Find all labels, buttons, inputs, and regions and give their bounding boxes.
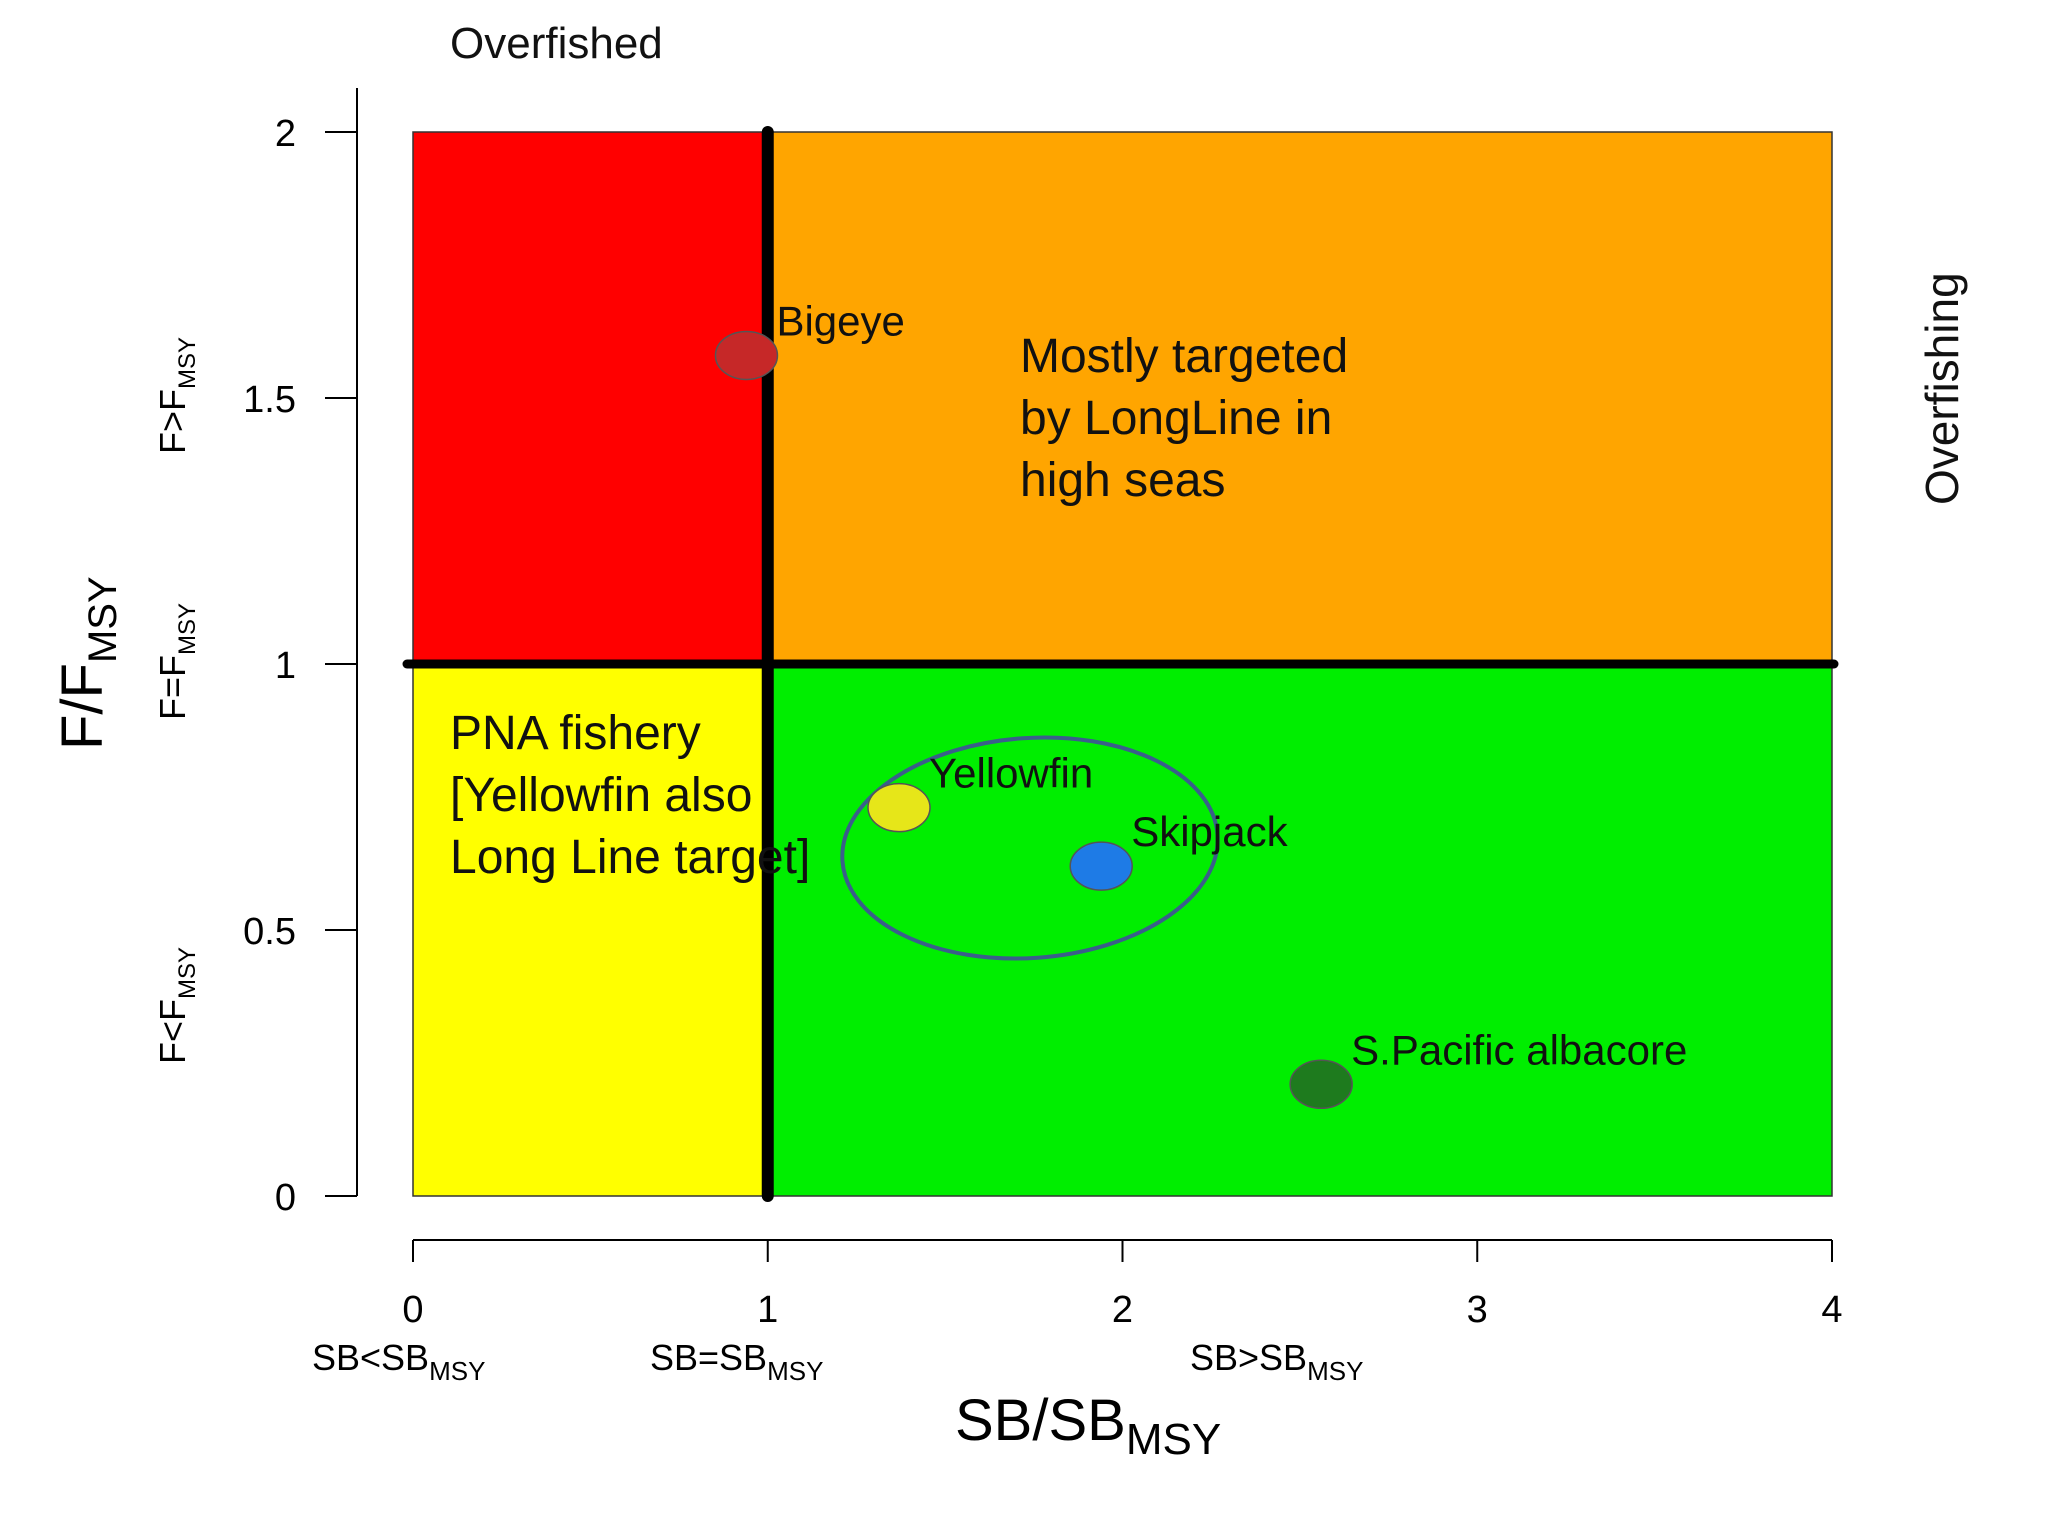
y-side-label-mid: F=FMSY	[152, 603, 201, 720]
longline-annotation-line: Mostly targeted	[1020, 330, 1348, 383]
stock-point	[1069, 841, 1133, 891]
stock-point-label: S.Pacific albacore	[1351, 1026, 1687, 1073]
y-axis-title: F/FMSY	[50, 576, 125, 750]
quadrant-healthy	[767, 664, 1832, 1196]
x-axis-title: SB/SBMSY	[955, 1388, 1221, 1464]
y-side-label-mid-main: F=F	[152, 655, 193, 720]
pna-annotation-line: Long Line target]	[450, 831, 810, 884]
y-side-label-low-main: F<F	[152, 999, 193, 1064]
longline-annotation-line: by LongLine in	[1020, 392, 1332, 445]
pna-annotation-line: PNA fishery	[450, 707, 701, 760]
y-side-label-low: F<FMSY	[152, 947, 201, 1064]
x-side-label-mid-sub: MSY	[767, 1356, 823, 1386]
x-side-label-low-main: SB<SB	[312, 1337, 429, 1378]
stock-point	[867, 782, 931, 833]
x-side-label-low-sub: MSY	[429, 1356, 485, 1386]
x-axis-title-main: SB/SB	[955, 1388, 1126, 1453]
x-tick-label: 3	[1467, 1289, 1488, 1331]
x-axis-title-sub: MSY	[1126, 1415, 1221, 1464]
y-side-label-high: F>FMSY	[152, 337, 201, 454]
x-tick-label: 0	[402, 1289, 423, 1331]
pna-annotation: PNA fishery [Yellowfin also Long Line ta…	[450, 707, 810, 884]
quadrant-overfished	[413, 664, 768, 1196]
stock-point	[714, 330, 779, 381]
longline-annotation: Mostly targeted by LongLine in high seas	[1020, 330, 1348, 507]
y-tick-label: 0	[275, 1177, 296, 1219]
quadrant-overfished-overfishing	[413, 132, 768, 664]
y-side-label-low-sub: MSY	[174, 947, 201, 999]
x-side-label-high: SB>SBMSY	[1190, 1337, 1363, 1386]
y-side-label-mid-sub: MSY	[174, 603, 201, 655]
stock-point-label: Bigeye	[776, 297, 904, 344]
y-side-label-high-sub: MSY	[174, 337, 201, 389]
x-tick-label: 1	[757, 1289, 778, 1331]
x-side-label-mid-main: SB=SB	[650, 1337, 767, 1378]
x-axis-ticks: 0 1 2 3 4	[402, 1240, 1843, 1331]
overfishing-label: Overfishing	[1916, 272, 1968, 505]
y-tick-label: 1.5	[243, 379, 296, 421]
x-side-label-high-sub: MSY	[1307, 1356, 1363, 1386]
stock-points: Bigeye Yellowfin Skipjack S.Pacific albacor…	[714, 297, 1687, 1110]
x-side-label-mid: SB=SBMSY	[650, 1337, 823, 1386]
x-tick-label: 4	[1821, 1289, 1842, 1331]
pna-annotation-line: [Yellowfin also	[450, 769, 752, 822]
y-tick-label: 1	[275, 645, 296, 687]
x-side-label-low: SB<SBMSY	[312, 1337, 485, 1386]
y-axis-title-sub: MSY	[81, 576, 125, 663]
overfished-label: Overfished	[450, 19, 663, 68]
longline-annotation-line: high seas	[1020, 454, 1225, 507]
x-tick-label: 2	[1112, 1289, 1133, 1331]
quadrant-overfishing	[767, 132, 1832, 664]
y-tick-label: 2	[275, 113, 296, 155]
y-axis-title-main: F/F	[50, 663, 115, 750]
stock-point-label: Yellowfin	[929, 750, 1093, 797]
pna-stocks-ellipse	[840, 735, 1220, 961]
y-axis-ticks: 0 0.5 1 1.5 2	[243, 113, 357, 1219]
y-side-label-high-main: F>F	[152, 389, 193, 454]
y-tick-label: 0.5	[243, 911, 296, 953]
stock-point-label: Skipjack	[1131, 808, 1288, 855]
stock-point	[1289, 1059, 1353, 1110]
x-side-label-high-main: SB>SB	[1190, 1337, 1307, 1378]
